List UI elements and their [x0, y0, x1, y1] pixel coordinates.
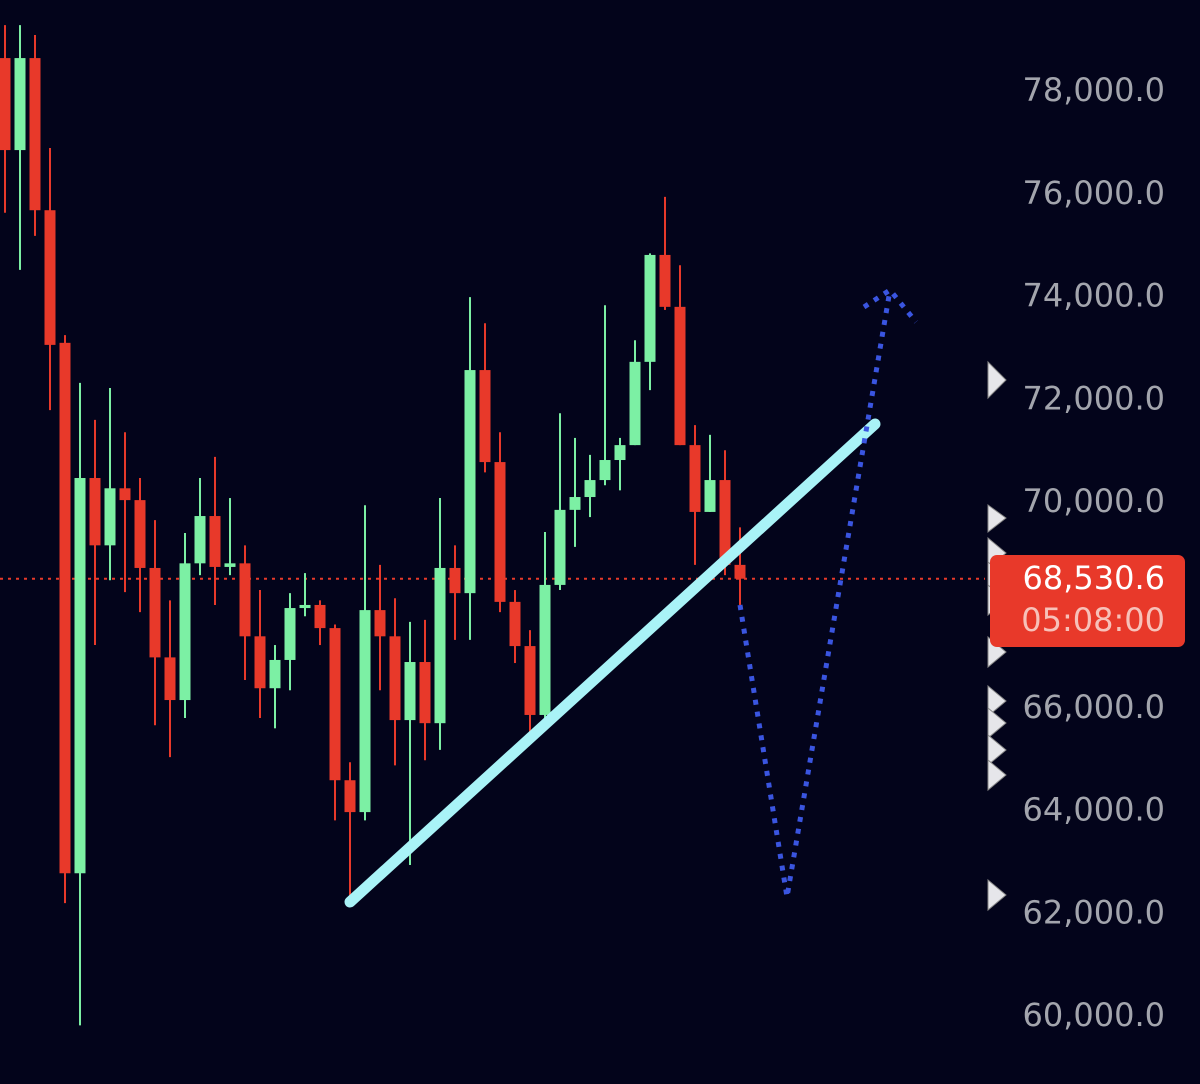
candle-body — [254, 636, 266, 689]
candle-body — [434, 567, 446, 724]
y-tick-label: 76,000.0 — [1023, 174, 1166, 212]
candle-body — [194, 516, 206, 564]
candle-body — [614, 445, 626, 461]
candle-body — [404, 662, 416, 721]
candle-body — [239, 563, 251, 637]
candle-body — [584, 480, 596, 498]
candle-body — [284, 608, 296, 660]
candle-body — [734, 564, 746, 579]
candle-body — [269, 659, 281, 689]
candle-body — [704, 480, 716, 512]
last-price-label: 68,530.6 — [1023, 559, 1166, 597]
candle-body — [389, 636, 401, 721]
alert-marker — [987, 878, 1007, 912]
candle-body — [164, 657, 176, 701]
y-tick-label: 70,000.0 — [1023, 482, 1166, 520]
candles — [0, 25, 985, 1026]
candle-body — [419, 662, 431, 724]
candle-body — [374, 610, 386, 637]
y-tick-label: 64,000.0 — [1023, 791, 1166, 829]
y-tick-label: 72,000.0 — [1023, 379, 1166, 417]
candle-body — [134, 500, 146, 568]
candle-body — [179, 563, 191, 701]
candle-body — [314, 604, 326, 629]
candle-body — [644, 254, 656, 362]
trend-line — [344, 418, 881, 908]
candle-body — [464, 370, 476, 594]
y-tick-label: 66,000.0 — [1023, 688, 1166, 726]
candle-body — [119, 488, 131, 501]
candle-body — [44, 210, 56, 345]
candle-body — [599, 460, 611, 481]
candle-body — [629, 361, 641, 446]
projection-path — [737, 289, 893, 898]
candle-body — [554, 509, 566, 585]
candle-body — [209, 516, 221, 567]
candle-body — [524, 646, 536, 715]
candle-body — [149, 567, 161, 658]
candle-body — [59, 342, 71, 874]
candle-body — [299, 604, 311, 609]
candle-body — [329, 628, 341, 781]
candle-body — [509, 601, 521, 647]
alert-marker — [987, 684, 1007, 718]
candle-body — [494, 462, 506, 602]
candle-body — [224, 563, 236, 567]
y-tick-label: 62,000.0 — [1023, 893, 1166, 931]
candle-body — [29, 58, 41, 211]
candle-body — [539, 584, 551, 715]
candle-body — [719, 480, 731, 565]
candle-body — [479, 370, 491, 463]
y-tick-label: 60,000.0 — [1023, 996, 1166, 1034]
alert-marker — [987, 706, 1007, 740]
candle-body — [89, 478, 101, 546]
candle-body — [74, 478, 86, 874]
candle-body — [449, 567, 461, 594]
alert-marker — [987, 733, 1007, 767]
alert-marker — [987, 360, 1007, 400]
candle-body — [689, 445, 701, 512]
candle-body — [359, 610, 371, 813]
candle-body — [104, 488, 116, 546]
alert-marker — [987, 504, 1007, 534]
candle-body — [659, 254, 671, 307]
candle-body — [14, 58, 26, 151]
candle-body — [674, 306, 686, 446]
y-tick-label: 74,000.0 — [1023, 277, 1166, 315]
candle-body — [569, 497, 581, 510]
countdown-label: 05:08:00 — [1021, 601, 1165, 639]
candle-body — [344, 780, 356, 813]
candle-body — [0, 58, 11, 151]
y-tick-label: 78,000.0 — [1023, 71, 1166, 109]
price-label-box — [990, 555, 1185, 647]
alert-marker — [987, 758, 1007, 792]
